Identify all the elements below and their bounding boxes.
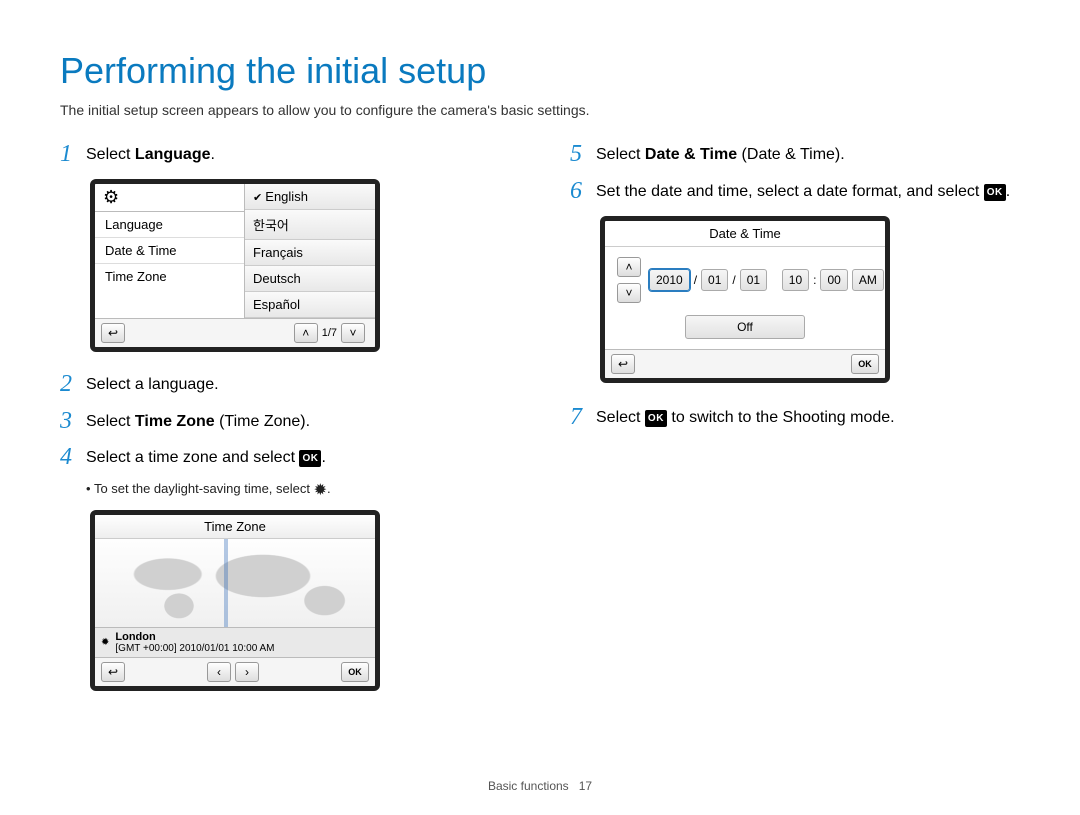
step-text: Select [596, 146, 645, 163]
day-field[interactable]: 01 [740, 269, 767, 291]
lang-option[interactable]: Français [245, 240, 375, 266]
lang-option[interactable]: English [245, 184, 375, 210]
prev-button[interactable]: ‹ [207, 662, 231, 682]
step-text: Select [86, 146, 135, 163]
ok-icon: OK [984, 184, 1006, 201]
bullet-text: To set the daylight-saving time, select [94, 481, 314, 496]
timezone-screen: Time Zone ✹ London [GMT +00:00] 2010/01/… [90, 510, 380, 691]
datetime-screen: Date & Time ˄ ˅ 2010 / 01 / 01 10 : 00 A… [600, 216, 890, 383]
separator: : [813, 273, 816, 287]
lang-option[interactable]: Español [245, 292, 375, 318]
step-number: 1 [60, 140, 86, 169]
step-text: Select [86, 413, 135, 430]
step-text: Select a language. [86, 370, 510, 397]
step-6: 6 Set the date and time, select a date f… [570, 177, 1020, 206]
world-map[interactable] [95, 539, 375, 627]
intro-text: The initial setup screen appears to allo… [60, 102, 1020, 118]
step-text: to switch to the Shooting mode. [667, 409, 895, 426]
page-title: Performing the initial setup [60, 50, 1020, 92]
up-button[interactable]: ˄ [617, 257, 641, 277]
dst-icon: ✹ [314, 480, 327, 500]
step-4-bullet: To set the daylight-saving time, select … [86, 480, 510, 500]
page-footer: Basic functions 17 [0, 779, 1080, 793]
screen-title: Date & Time [605, 221, 885, 247]
step-number: 6 [570, 177, 596, 206]
step-number: 2 [60, 370, 86, 399]
right-column: 5 Select Date & Time (Date & Time). 6 Se… [570, 140, 1020, 691]
footer-section: Basic functions [488, 779, 569, 793]
ok-icon: OK [299, 450, 321, 467]
ok-icon: OK [645, 410, 667, 427]
language-screen: ⚙ Language Date & Time Time Zone English… [90, 179, 380, 352]
step-number: 5 [570, 140, 596, 169]
lang-option[interactable]: Deutsch [245, 266, 375, 292]
step-number: 3 [60, 407, 86, 436]
menu-item-datetime[interactable]: Date & Time [95, 238, 244, 264]
left-column: 1 Select Language. ⚙ Language Date & Tim… [60, 140, 510, 691]
ok-button[interactable]: OK [341, 662, 369, 682]
down-button[interactable]: ˅ [617, 283, 641, 303]
footer-page-number: 17 [579, 779, 592, 793]
step-number: 4 [60, 443, 86, 472]
separator: / [694, 273, 697, 287]
minute-field[interactable]: 00 [820, 269, 847, 291]
step-bold: Language [135, 146, 211, 163]
date-format-field[interactable]: Off [685, 315, 805, 339]
pager-text: 1/7 [322, 327, 337, 339]
step-3: 3 Select Time Zone (Time Zone). [60, 407, 510, 436]
step-text: Select a time zone and select [86, 449, 299, 466]
dst-icon[interactable]: ✹ [101, 637, 109, 648]
step-text: (Time Zone). [215, 413, 310, 430]
step-text: . [210, 146, 214, 163]
step-text: Select [596, 409, 645, 426]
menu-item-language[interactable]: Language [95, 212, 244, 238]
next-button[interactable]: › [235, 662, 259, 682]
hour-field[interactable]: 10 [782, 269, 809, 291]
step-number: 7 [570, 403, 596, 432]
back-button[interactable]: ↩ [101, 323, 125, 343]
step-text: . [321, 449, 325, 466]
back-button[interactable]: ↩ [611, 354, 635, 374]
tz-detail: [GMT +00:00] 2010/01/01 10:00 AM [115, 643, 274, 654]
year-field[interactable]: 2010 [649, 269, 690, 291]
step-text: . [1006, 183, 1010, 200]
step-7: 7 Select OK to switch to the Shooting mo… [570, 403, 1020, 432]
step-text: (Date & Time). [737, 146, 845, 163]
separator: / [732, 273, 735, 287]
month-field[interactable]: 01 [701, 269, 728, 291]
step-1: 1 Select Language. [60, 140, 510, 169]
back-button[interactable]: ↩ [101, 662, 125, 682]
page-up-button[interactable]: ˄ [294, 323, 318, 343]
screen-title: Time Zone [95, 515, 375, 539]
step-4: 4 Select a time zone and select OK. [60, 443, 510, 472]
tz-city: London [115, 631, 155, 643]
page-down-button[interactable]: ˅ [341, 323, 365, 343]
lang-option[interactable]: 한국어 [245, 210, 375, 240]
menu-item-timezone[interactable]: Time Zone [95, 264, 244, 289]
bullet-text: . [327, 481, 331, 496]
step-text: Set the date and time, select a date for… [596, 183, 984, 200]
step-2: 2 Select a language. [60, 370, 510, 399]
ok-button[interactable]: OK [851, 354, 879, 374]
step-bold: Date & Time [645, 146, 737, 163]
step-bold: Time Zone [135, 413, 215, 430]
ampm-field[interactable]: AM [852, 269, 884, 291]
gear-icon: ⚙ [103, 187, 119, 208]
step-5: 5 Select Date & Time (Date & Time). [570, 140, 1020, 169]
